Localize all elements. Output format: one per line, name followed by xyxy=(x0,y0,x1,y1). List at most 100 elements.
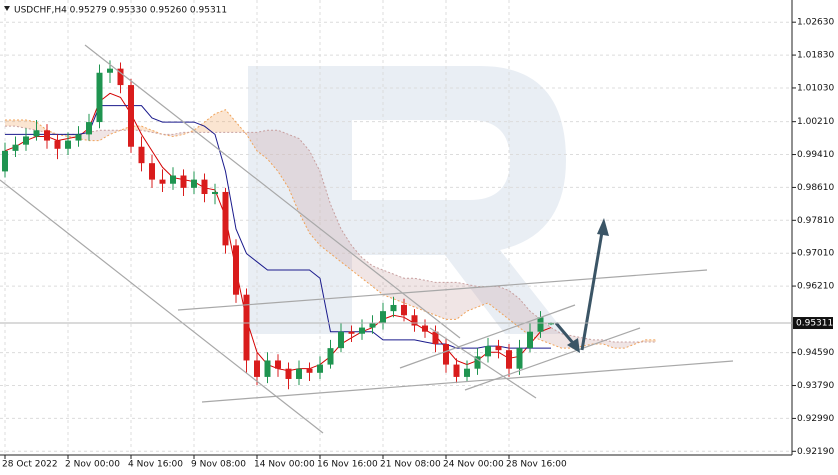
cloud-fill xyxy=(299,138,310,234)
trend-lines xyxy=(0,44,734,434)
x-tick-label: 21 Nov 08:00 xyxy=(380,460,441,470)
y-tick-label: 1.01030 xyxy=(797,83,834,93)
cloud-fill xyxy=(425,280,436,316)
candle-body xyxy=(191,179,197,188)
trend-line xyxy=(201,360,734,403)
y-tick-label: 0.97810 xyxy=(797,216,834,226)
cloud-fill xyxy=(246,132,257,151)
candle-body xyxy=(516,348,523,369)
candle-body xyxy=(33,130,40,137)
cloud-fill xyxy=(26,120,37,131)
y-tick-label: 0.99410 xyxy=(797,150,834,160)
candle-body xyxy=(149,163,155,180)
x-tick-label: 28 Nov 16:00 xyxy=(506,460,567,470)
cloud-fill xyxy=(267,130,278,172)
candle-body xyxy=(233,245,239,295)
arrow-head xyxy=(597,218,609,236)
arrow-up xyxy=(580,231,604,351)
candle-body xyxy=(443,344,449,365)
cloud-fill xyxy=(519,298,530,336)
x-tick-label: 24 Nov 00:00 xyxy=(443,460,504,470)
y-tick-label: 0.94590 xyxy=(797,348,834,358)
candle-body xyxy=(485,346,491,357)
x-tick-label: 16 Nov 16:00 xyxy=(317,460,378,470)
candle-body xyxy=(474,356,481,369)
candle-body xyxy=(54,140,61,149)
y-tick-label: 1.02630 xyxy=(797,18,834,28)
cloud-fill xyxy=(456,282,467,320)
cloud-span-a xyxy=(5,109,656,349)
trend-line xyxy=(84,44,461,339)
candle-body xyxy=(527,331,533,349)
candle-body xyxy=(180,175,187,188)
cloud-fill xyxy=(5,120,16,127)
candle-body xyxy=(107,68,113,73)
cloud-fill xyxy=(603,339,614,349)
arrow-head xyxy=(567,338,580,353)
cloud-fill xyxy=(99,130,110,141)
candle-body xyxy=(401,304,407,316)
y-tick-label: 1.00210 xyxy=(797,117,834,127)
candle-body xyxy=(338,331,344,349)
candle-body xyxy=(348,331,355,334)
trend-line xyxy=(177,269,708,311)
cloud-fill xyxy=(278,130,289,188)
candle-body xyxy=(464,368,470,377)
cloud-fill xyxy=(393,274,404,303)
cloud-fill xyxy=(488,286,499,312)
forecast-arrows xyxy=(554,218,609,353)
arrow-down xyxy=(554,322,575,344)
candle-body xyxy=(201,179,208,195)
candle-body xyxy=(159,179,166,184)
candle-body xyxy=(75,134,82,141)
cloud-fill xyxy=(204,113,215,133)
cloud-fill xyxy=(435,282,446,320)
cloud-fill xyxy=(593,339,604,345)
candle-body xyxy=(212,191,218,195)
candle-body xyxy=(243,294,250,361)
menu-triangle[interactable] xyxy=(4,6,10,11)
x-tick-label: 9 Nov 08:00 xyxy=(191,460,246,470)
cloud-fill xyxy=(446,282,457,320)
cloud-fill xyxy=(498,286,509,320)
y-tick-label: 0.93790 xyxy=(797,381,834,391)
y-tick-label: 0.97010 xyxy=(797,249,834,259)
candle-body xyxy=(264,360,271,377)
candle-body xyxy=(285,368,292,379)
candle-body xyxy=(2,150,8,172)
cloud-fill xyxy=(215,109,226,133)
cloud-fill xyxy=(225,109,236,133)
candle-body xyxy=(432,331,439,345)
candles xyxy=(2,60,554,390)
cloud-fill xyxy=(467,284,478,312)
cloud-fill xyxy=(362,257,373,287)
candle-body xyxy=(453,364,460,377)
x-tick-label: 28 Oct 2022 xyxy=(2,460,58,470)
cloud-fill xyxy=(36,122,47,133)
candle-body xyxy=(44,130,50,141)
cloud-fill xyxy=(383,270,394,299)
candle-body xyxy=(138,146,145,164)
candle-body xyxy=(170,175,176,184)
candle-body xyxy=(327,348,334,365)
cloud-fill xyxy=(645,339,656,342)
candle-body xyxy=(296,368,302,379)
trend-line xyxy=(0,179,324,434)
cloud-fill xyxy=(414,278,425,312)
x-tick-label: 14 Nov 00:00 xyxy=(254,460,315,470)
candle-body xyxy=(254,360,260,377)
candle-body xyxy=(369,323,376,328)
cloud-fill xyxy=(15,120,26,129)
trend-line xyxy=(399,304,576,369)
candle-body xyxy=(537,317,544,332)
candle-body xyxy=(96,72,103,123)
cloud-fill xyxy=(330,204,341,262)
cloud-fill xyxy=(141,126,152,133)
candle-body xyxy=(390,304,397,312)
watermark-bowl xyxy=(300,66,566,334)
trend-line xyxy=(464,327,641,391)
candle-body xyxy=(506,350,512,369)
cloud-fill xyxy=(173,132,184,137)
